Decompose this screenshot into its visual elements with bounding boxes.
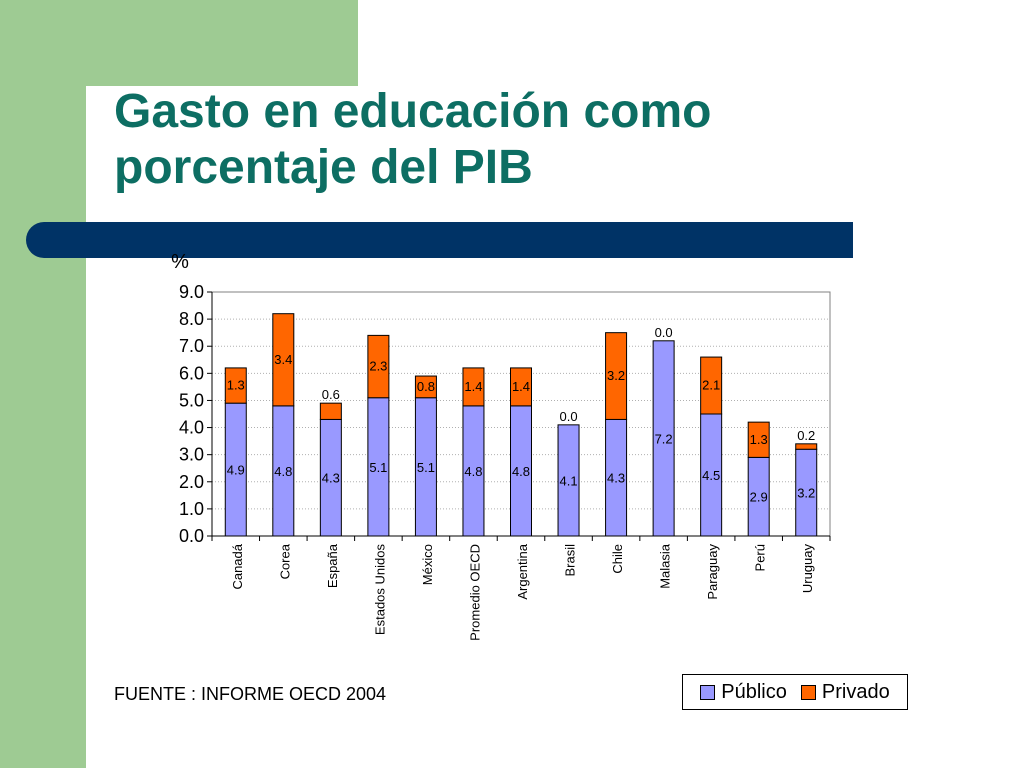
y-tick-label-4: 4.0 (179, 418, 204, 438)
slide-title-line-2: porcentaje del PIB (114, 141, 533, 194)
y-tick-label-3: 3.0 (179, 445, 204, 465)
y-tick-label-5: 5.0 (179, 390, 204, 410)
data-label-publico-12: 3.2 (797, 486, 815, 501)
x-category-label-8: Chile (610, 544, 625, 574)
bar-privado-5 (462, 367, 485, 407)
bar-privado-0 (224, 367, 247, 404)
data-label-publico-10: 4.5 (702, 468, 720, 483)
data-label-privado-2: 0.6 (322, 387, 340, 402)
data-label-privado-10: 2.1 (702, 378, 720, 393)
data-label-publico-0: 4.9 (227, 463, 245, 478)
x-category-label-9: Malasia (658, 543, 673, 589)
bar-privado-10 (700, 356, 723, 415)
data-label-publico-1: 4.8 (274, 464, 292, 479)
bar-privado-4 (414, 375, 437, 399)
data-label-privado-8: 3.2 (607, 368, 625, 383)
legend-swatch-privado (800, 684, 816, 700)
data-label-privado-6: 1.4 (512, 379, 530, 394)
x-category-label-1: Corea (277, 543, 292, 579)
y-tick-label-2: 2.0 (179, 472, 204, 492)
data-label-publico-5: 4.8 (464, 464, 482, 479)
x-category-label-5: Promedio OECD (467, 544, 482, 641)
title-underline-bar (26, 222, 853, 258)
source-note: FUENTE : INFORME OECD 2004 (114, 684, 387, 704)
legend-label-publico: Público (721, 680, 787, 703)
chart-legend: Público Privado (682, 674, 908, 710)
bar-privado-2 (319, 402, 342, 420)
y-tick-label-0: 0.0 (179, 526, 204, 546)
x-category-label-6: Argentina (515, 543, 530, 599)
x-category-label-12: Uruguay (800, 544, 815, 594)
y-tick-label-8: 8.0 (179, 309, 204, 329)
data-label-privado-11: 1.3 (750, 432, 768, 447)
data-label-publico-7: 4.1 (559, 473, 577, 488)
data-label-privado-1: 3.4 (274, 352, 292, 367)
x-category-label-7: Brasil (563, 544, 578, 577)
slide-title-line-1: Gasto en educación como (114, 85, 712, 138)
top-green-block (0, 0, 358, 86)
bar-privado-8 (605, 332, 628, 420)
x-category-label-2: España (325, 543, 340, 588)
bar-privado-1 (272, 313, 295, 407)
slide-title: Gasto en educación como porcentaje del P… (114, 84, 914, 196)
legend-item-publico: Público (700, 681, 787, 704)
y-tick-label-1: 1.0 (179, 499, 204, 519)
data-label-publico-4: 5.1 (417, 460, 435, 475)
data-label-publico-2: 4.3 (322, 471, 340, 486)
data-label-privado-7: 0.0 (559, 409, 577, 424)
y-axis-label: % (171, 251, 189, 273)
data-label-privado-12: 0.2 (797, 428, 815, 443)
x-category-label-10: Paraguay (705, 544, 720, 600)
data-label-privado-5: 1.4 (464, 379, 482, 394)
bar-privado-11 (747, 421, 770, 458)
x-category-label-0: Canadá (230, 543, 245, 589)
data-label-publico-6: 4.8 (512, 464, 530, 479)
data-label-privado-0: 1.3 (227, 378, 245, 393)
data-label-publico-8: 4.3 (607, 471, 625, 486)
legend-swatch-publico (700, 684, 716, 700)
data-label-publico-9: 7.2 (655, 431, 673, 446)
data-label-privado-9: 0.0 (655, 325, 673, 340)
x-category-label-3: Estados Unidos (372, 544, 387, 636)
y-tick-label-7: 7.0 (179, 336, 204, 356)
bar-privado-12 (795, 443, 818, 450)
data-label-publico-11: 2.9 (750, 490, 768, 505)
x-category-label-4: México (420, 544, 435, 585)
left-green-strip (0, 0, 86, 768)
x-category-label-11: Perú (753, 544, 768, 571)
data-label-privado-3: 2.3 (369, 359, 387, 374)
y-tick-label-9: 9.0 (179, 282, 204, 302)
bar-publico-7 (557, 424, 580, 537)
y-tick-label-6: 6.0 (179, 363, 204, 383)
data-label-privado-4: 0.8 (417, 379, 435, 394)
data-label-publico-3: 5.1 (369, 460, 387, 475)
bar-privado-6 (510, 367, 532, 407)
legend-label-privado: Privado (821, 680, 890, 703)
bar-privado-3 (367, 334, 390, 399)
bar-publico-9 (652, 340, 675, 537)
legend-item-privado: Privado (800, 680, 890, 704)
